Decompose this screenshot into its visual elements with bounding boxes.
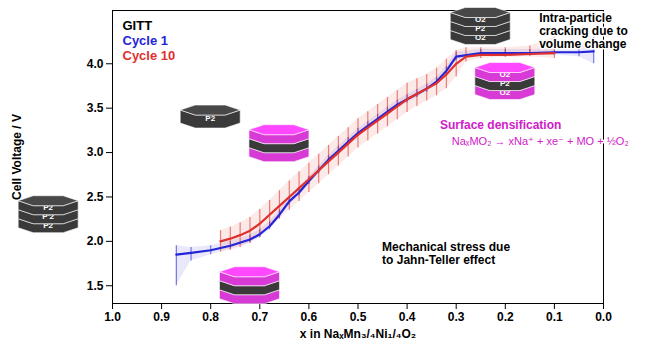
- svg-text:P2: P2: [205, 114, 215, 123]
- svg-text:O2: O2: [474, 32, 486, 42]
- svg-text:3.5: 3.5: [87, 101, 104, 115]
- svg-text:4.0: 4.0: [87, 57, 104, 71]
- svg-text:P2: P2: [43, 220, 54, 230]
- svg-text:P2: P2: [475, 23, 486, 33]
- svg-text:0.8: 0.8: [202, 310, 219, 324]
- svg-text:0.0: 0.0: [595, 310, 612, 324]
- svg-text:0.9: 0.9: [153, 310, 170, 324]
- svg-text:1.5: 1.5: [87, 279, 104, 293]
- svg-text:P2: P2: [499, 78, 510, 88]
- svg-text:O2: O2: [499, 69, 511, 79]
- svg-text:Cycle 1: Cycle 1: [123, 33, 169, 48]
- svg-text:O2: O2: [499, 87, 511, 97]
- svg-text:0.4: 0.4: [399, 310, 416, 324]
- svg-text:0.2: 0.2: [497, 310, 514, 324]
- svg-text:0.5: 0.5: [350, 310, 367, 324]
- svg-text:O2: O2: [474, 14, 486, 24]
- svg-text:2.0: 2.0: [87, 234, 104, 248]
- svg-text:3.0: 3.0: [87, 145, 104, 159]
- svg-text:Intra-particlecracking due tov: Intra-particlecracking due tovolume chan…: [539, 11, 628, 51]
- svg-text:0.7: 0.7: [251, 310, 268, 324]
- svg-text:0.1: 0.1: [546, 310, 563, 324]
- svg-text:GITT: GITT: [123, 18, 153, 33]
- svg-text:Surface densification: Surface densification: [440, 118, 561, 132]
- svg-text:NaₓMO₂ → xNa⁺ + xe⁻ + MO + ½O₂: NaₓMO₂ → xNa⁺ + xe⁻ + MO + ½O₂: [452, 135, 629, 147]
- svg-text:0.3: 0.3: [448, 310, 465, 324]
- svg-text:P'2: P'2: [42, 211, 54, 221]
- svg-text:Cell Voltage / V: Cell Voltage / V: [10, 114, 24, 200]
- svg-text:x in NaₓMn₃/₄Ni₁/₄O₂: x in NaₓMn₃/₄Ni₁/₄O₂: [300, 327, 416, 341]
- svg-text:1.0: 1.0: [104, 310, 121, 324]
- svg-text:0.6: 0.6: [301, 310, 318, 324]
- svg-text:Cycle 10: Cycle 10: [123, 48, 176, 63]
- svg-text:Mechanical stress dueto Jahn-T: Mechanical stress dueto Jahn-Teller effe…: [382, 240, 510, 267]
- svg-text:P2: P2: [43, 202, 54, 212]
- svg-text:2.5: 2.5: [87, 190, 104, 204]
